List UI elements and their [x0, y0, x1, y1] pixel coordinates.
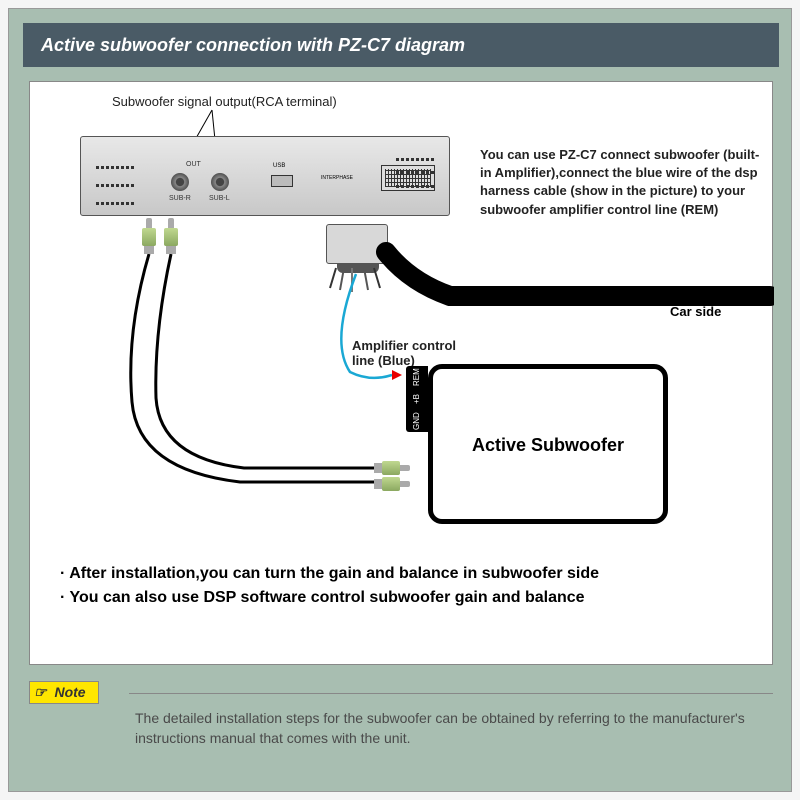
description-text: You can use PZ-C7 connect subwoofer (bui…: [480, 146, 760, 219]
usb-port: [271, 175, 293, 187]
arrow-icon: [392, 370, 402, 380]
note-row: ☞ Note: [29, 681, 773, 704]
rca-plug-top-1: [142, 218, 156, 254]
note-text: The detailed installation steps for the …: [135, 709, 755, 748]
active-subwoofer-box: Active Subwoofer: [428, 364, 668, 524]
car-side-label: Car side: [670, 304, 721, 319]
usb-label: USB: [273, 163, 285, 169]
rca-jack-r: [171, 173, 189, 191]
note-divider: [129, 693, 773, 694]
rca-jack-l: [211, 173, 229, 191]
vent-dots-left: [95, 157, 135, 197]
sub-l-label: SUB-L: [209, 195, 230, 202]
sub-r-label: SUB-R: [169, 195, 191, 202]
diagram-area: Subwoofer signal output(RCA terminal) OU…: [29, 81, 773, 665]
terminal-rem: REM: [406, 366, 428, 388]
note-badge: ☞ Note: [29, 681, 99, 704]
rca-plug-sub-2: [374, 477, 410, 491]
out-label: OUT: [186, 161, 201, 168]
page-container: Active subwoofer connection with PZ-C7 d…: [8, 8, 792, 792]
title-text: Active subwoofer connection with PZ-C7 d…: [41, 35, 465, 55]
rca-plug-sub-1: [374, 461, 410, 475]
subwoofer-terminals: REM +B GND: [406, 366, 428, 432]
bullet-list: After installation,you can turn the gain…: [60, 562, 599, 610]
rca-plug-top-2: [164, 218, 178, 254]
bullet-2: You can also use DSP software control su…: [60, 586, 599, 610]
rca-output-label: Subwoofer signal output(RCA terminal): [112, 94, 337, 109]
terminal-b: +B: [406, 388, 428, 410]
terminal-gnd: GND: [406, 410, 428, 432]
hand-pointer-icon: ☞: [34, 684, 47, 701]
title-bar: Active subwoofer connection with PZ-C7 d…: [23, 23, 779, 67]
note-badge-text: Note: [54, 684, 85, 700]
bullet-1: After installation,you can turn the gain…: [60, 562, 599, 586]
subwoofer-label: Active Subwoofer: [433, 435, 663, 456]
pz-c7-unit: OUT SUB-R SUB-L USB INTERPHASE: [80, 136, 450, 216]
vent-dots-right: [395, 157, 435, 197]
interphase-label: INTERPHASE: [321, 175, 353, 181]
harness-connector: [326, 224, 388, 264]
